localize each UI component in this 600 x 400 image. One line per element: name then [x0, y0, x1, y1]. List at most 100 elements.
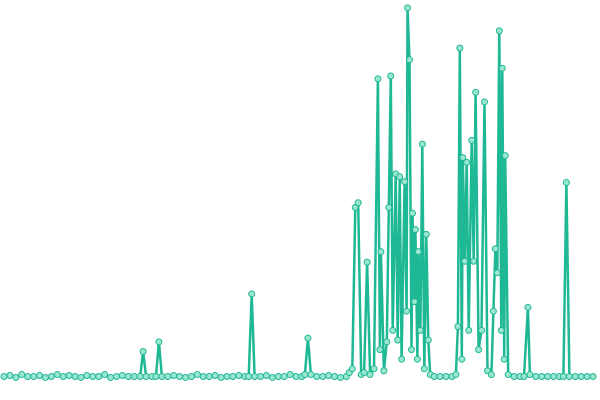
marker	[478, 326, 486, 334]
marker	[436, 372, 444, 380]
marker	[430, 372, 438, 380]
marker	[589, 372, 597, 380]
marker	[0, 372, 8, 380]
marker	[313, 372, 321, 380]
marker	[107, 373, 115, 381]
marker	[262, 372, 270, 380]
marker	[360, 369, 368, 377]
marker	[470, 257, 478, 265]
marker	[83, 372, 91, 380]
marker	[498, 64, 506, 72]
marker	[59, 372, 67, 380]
marker	[408, 209, 416, 217]
marker	[404, 4, 412, 12]
marker	[251, 372, 259, 380]
marker	[413, 355, 421, 363]
marker	[493, 269, 501, 277]
marker	[577, 372, 585, 380]
marker	[571, 372, 579, 380]
marker	[47, 372, 55, 380]
marker	[524, 303, 532, 311]
marker	[459, 154, 467, 162]
marker	[422, 230, 430, 238]
marker	[550, 372, 558, 380]
marker	[456, 44, 464, 52]
marker	[363, 258, 371, 266]
marker	[182, 373, 190, 381]
marker	[53, 371, 61, 379]
marker	[152, 372, 160, 380]
marker	[336, 373, 344, 381]
marker	[394, 336, 402, 344]
marker	[245, 372, 253, 380]
marker	[454, 323, 462, 331]
marker	[414, 248, 422, 256]
marker	[248, 290, 256, 298]
marker	[583, 372, 591, 380]
marker	[292, 372, 300, 380]
marker	[370, 365, 378, 373]
marker	[452, 371, 460, 379]
marker	[403, 307, 411, 315]
marker	[348, 365, 356, 373]
marker	[130, 372, 138, 380]
marker	[458, 355, 466, 363]
marker	[481, 98, 489, 106]
marker	[71, 372, 79, 380]
marker	[442, 372, 450, 380]
marker	[562, 179, 570, 187]
marker	[36, 372, 44, 380]
marker	[374, 75, 382, 83]
marker	[500, 355, 508, 363]
marker	[6, 372, 14, 380]
marker	[487, 371, 495, 379]
marker	[118, 372, 126, 380]
marker	[193, 371, 201, 379]
marker	[274, 372, 282, 380]
marker	[410, 298, 418, 306]
marker	[497, 326, 505, 334]
marker	[383, 338, 391, 346]
marker	[199, 372, 207, 380]
marker	[510, 372, 518, 380]
marker	[142, 372, 150, 380]
marker	[465, 326, 473, 334]
marker	[377, 248, 385, 256]
marker	[495, 27, 503, 35]
marker	[387, 72, 395, 80]
marker	[463, 158, 471, 166]
marker	[565, 372, 573, 380]
marker	[30, 372, 38, 380]
marker	[223, 372, 231, 380]
marker	[319, 372, 327, 380]
marker	[424, 336, 432, 344]
marker	[268, 373, 276, 381]
marker	[407, 346, 415, 354]
marker	[286, 371, 294, 379]
marker	[475, 346, 483, 354]
marker	[139, 348, 147, 356]
marker	[164, 372, 172, 380]
marker	[155, 338, 163, 346]
marker	[406, 56, 414, 64]
marker	[158, 372, 166, 380]
marker	[331, 372, 339, 380]
marker	[95, 372, 103, 380]
marker	[211, 372, 219, 380]
marker	[416, 326, 424, 334]
marker	[538, 372, 546, 380]
marker	[235, 372, 243, 380]
marker	[205, 372, 213, 380]
marker	[366, 371, 374, 379]
marker	[217, 373, 225, 381]
marker	[526, 371, 534, 379]
marker	[489, 307, 497, 315]
marker	[229, 372, 237, 380]
marker	[532, 372, 540, 380]
marker	[396, 173, 404, 181]
marker	[170, 372, 178, 380]
marker	[112, 372, 120, 380]
marker	[461, 257, 469, 265]
marker	[354, 199, 362, 207]
